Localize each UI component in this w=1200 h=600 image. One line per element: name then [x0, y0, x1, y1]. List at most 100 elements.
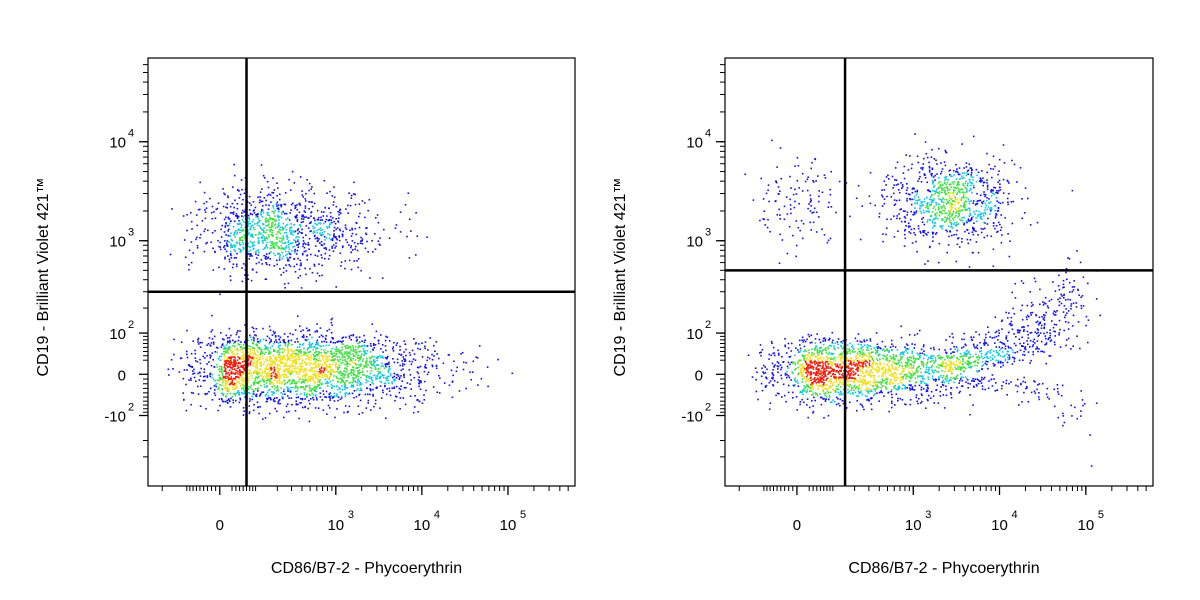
event-dot [996, 200, 998, 202]
event-dot [455, 370, 458, 373]
event-dot [370, 360, 372, 363]
event-dot [367, 364, 369, 366]
event-dot [1016, 378, 1019, 381]
event-dot [859, 238, 862, 241]
event-dot [281, 351, 284, 354]
event-dot [240, 349, 242, 351]
event-dot [365, 407, 368, 409]
event-dot [236, 367, 239, 370]
event-dot [374, 233, 376, 235]
event-dot [317, 216, 320, 219]
event-dot [280, 244, 283, 247]
event-dot [242, 349, 245, 351]
event-dot [204, 357, 206, 359]
event-dot [316, 223, 318, 226]
event-dot [232, 211, 235, 213]
event-dot [268, 337, 271, 340]
event-dot [269, 356, 271, 358]
event-dot [291, 356, 294, 358]
event-dot [259, 362, 262, 365]
event-dot [196, 244, 199, 247]
event-dot [309, 230, 311, 233]
event-dot [360, 376, 362, 379]
event-dot [375, 378, 377, 380]
event-dot [265, 339, 267, 342]
event-dot [267, 256, 270, 259]
event-dot [268, 379, 271, 381]
event-dot [269, 347, 272, 349]
event-dot [249, 253, 252, 255]
event-dot [818, 200, 820, 203]
event-dot [387, 379, 389, 382]
event-dot [284, 371, 286, 373]
event-dot [462, 368, 465, 371]
event-dot [1027, 197, 1029, 200]
event-dot [318, 275, 321, 277]
event-dot [885, 184, 887, 186]
event-dot [304, 267, 306, 270]
event-dot [259, 339, 262, 341]
event-dot [1099, 314, 1101, 317]
event-dot [259, 352, 262, 355]
event-dot [344, 382, 346, 384]
event-dot [343, 353, 345, 356]
event-dot [338, 211, 341, 214]
event-dot [173, 338, 175, 341]
event-dot [894, 404, 896, 406]
event-dot [305, 362, 307, 364]
event-dot [792, 397, 794, 399]
event-dot [236, 392, 238, 394]
event-dot [247, 348, 249, 350]
event-dot [244, 387, 246, 389]
event-dot [984, 227, 986, 230]
event-dot [233, 355, 235, 358]
event-dot [313, 387, 315, 389]
event-dot [243, 368, 245, 370]
event-dot [211, 373, 214, 376]
event-dot [348, 392, 351, 395]
event-dot [1007, 203, 1009, 206]
event-dot [1058, 319, 1061, 322]
event-dot [359, 381, 362, 384]
event-dot [233, 388, 236, 391]
event-dot [1062, 412, 1064, 415]
event-dot [339, 352, 341, 355]
event-dot [382, 365, 384, 367]
event-dot [996, 389, 999, 391]
event-dot [251, 357, 253, 360]
event-dot [294, 206, 297, 208]
event-dot [248, 218, 251, 221]
event-dot [1030, 301, 1033, 304]
event-dot [868, 400, 870, 402]
event-dot [428, 357, 431, 360]
event-dot [285, 224, 288, 227]
event-dot [273, 362, 276, 365]
event-dot [221, 393, 224, 396]
event-dot [269, 357, 271, 360]
event-dot [373, 405, 375, 408]
event-dot [268, 223, 270, 225]
event-dot [367, 402, 369, 404]
event-dot [270, 361, 272, 363]
event-dot [417, 372, 420, 375]
event-dot [339, 229, 341, 232]
event-dot [299, 386, 301, 388]
event-dot [225, 206, 227, 209]
event-dot [349, 372, 351, 375]
event-dot [275, 220, 277, 222]
event-dot [399, 364, 401, 367]
event-dot [1045, 362, 1048, 365]
event-dot [227, 358, 230, 361]
event-dot [988, 380, 990, 382]
event-dot [328, 226, 331, 229]
event-dot [928, 161, 930, 164]
event-dot [276, 397, 278, 399]
event-dot [249, 202, 251, 204]
event-dot [776, 392, 779, 395]
event-dot [340, 395, 343, 398]
event-dot [223, 363, 226, 365]
event-dot [196, 224, 198, 227]
event-dot [318, 365, 320, 368]
event-dot [221, 338, 224, 340]
event-dot [330, 332, 333, 334]
